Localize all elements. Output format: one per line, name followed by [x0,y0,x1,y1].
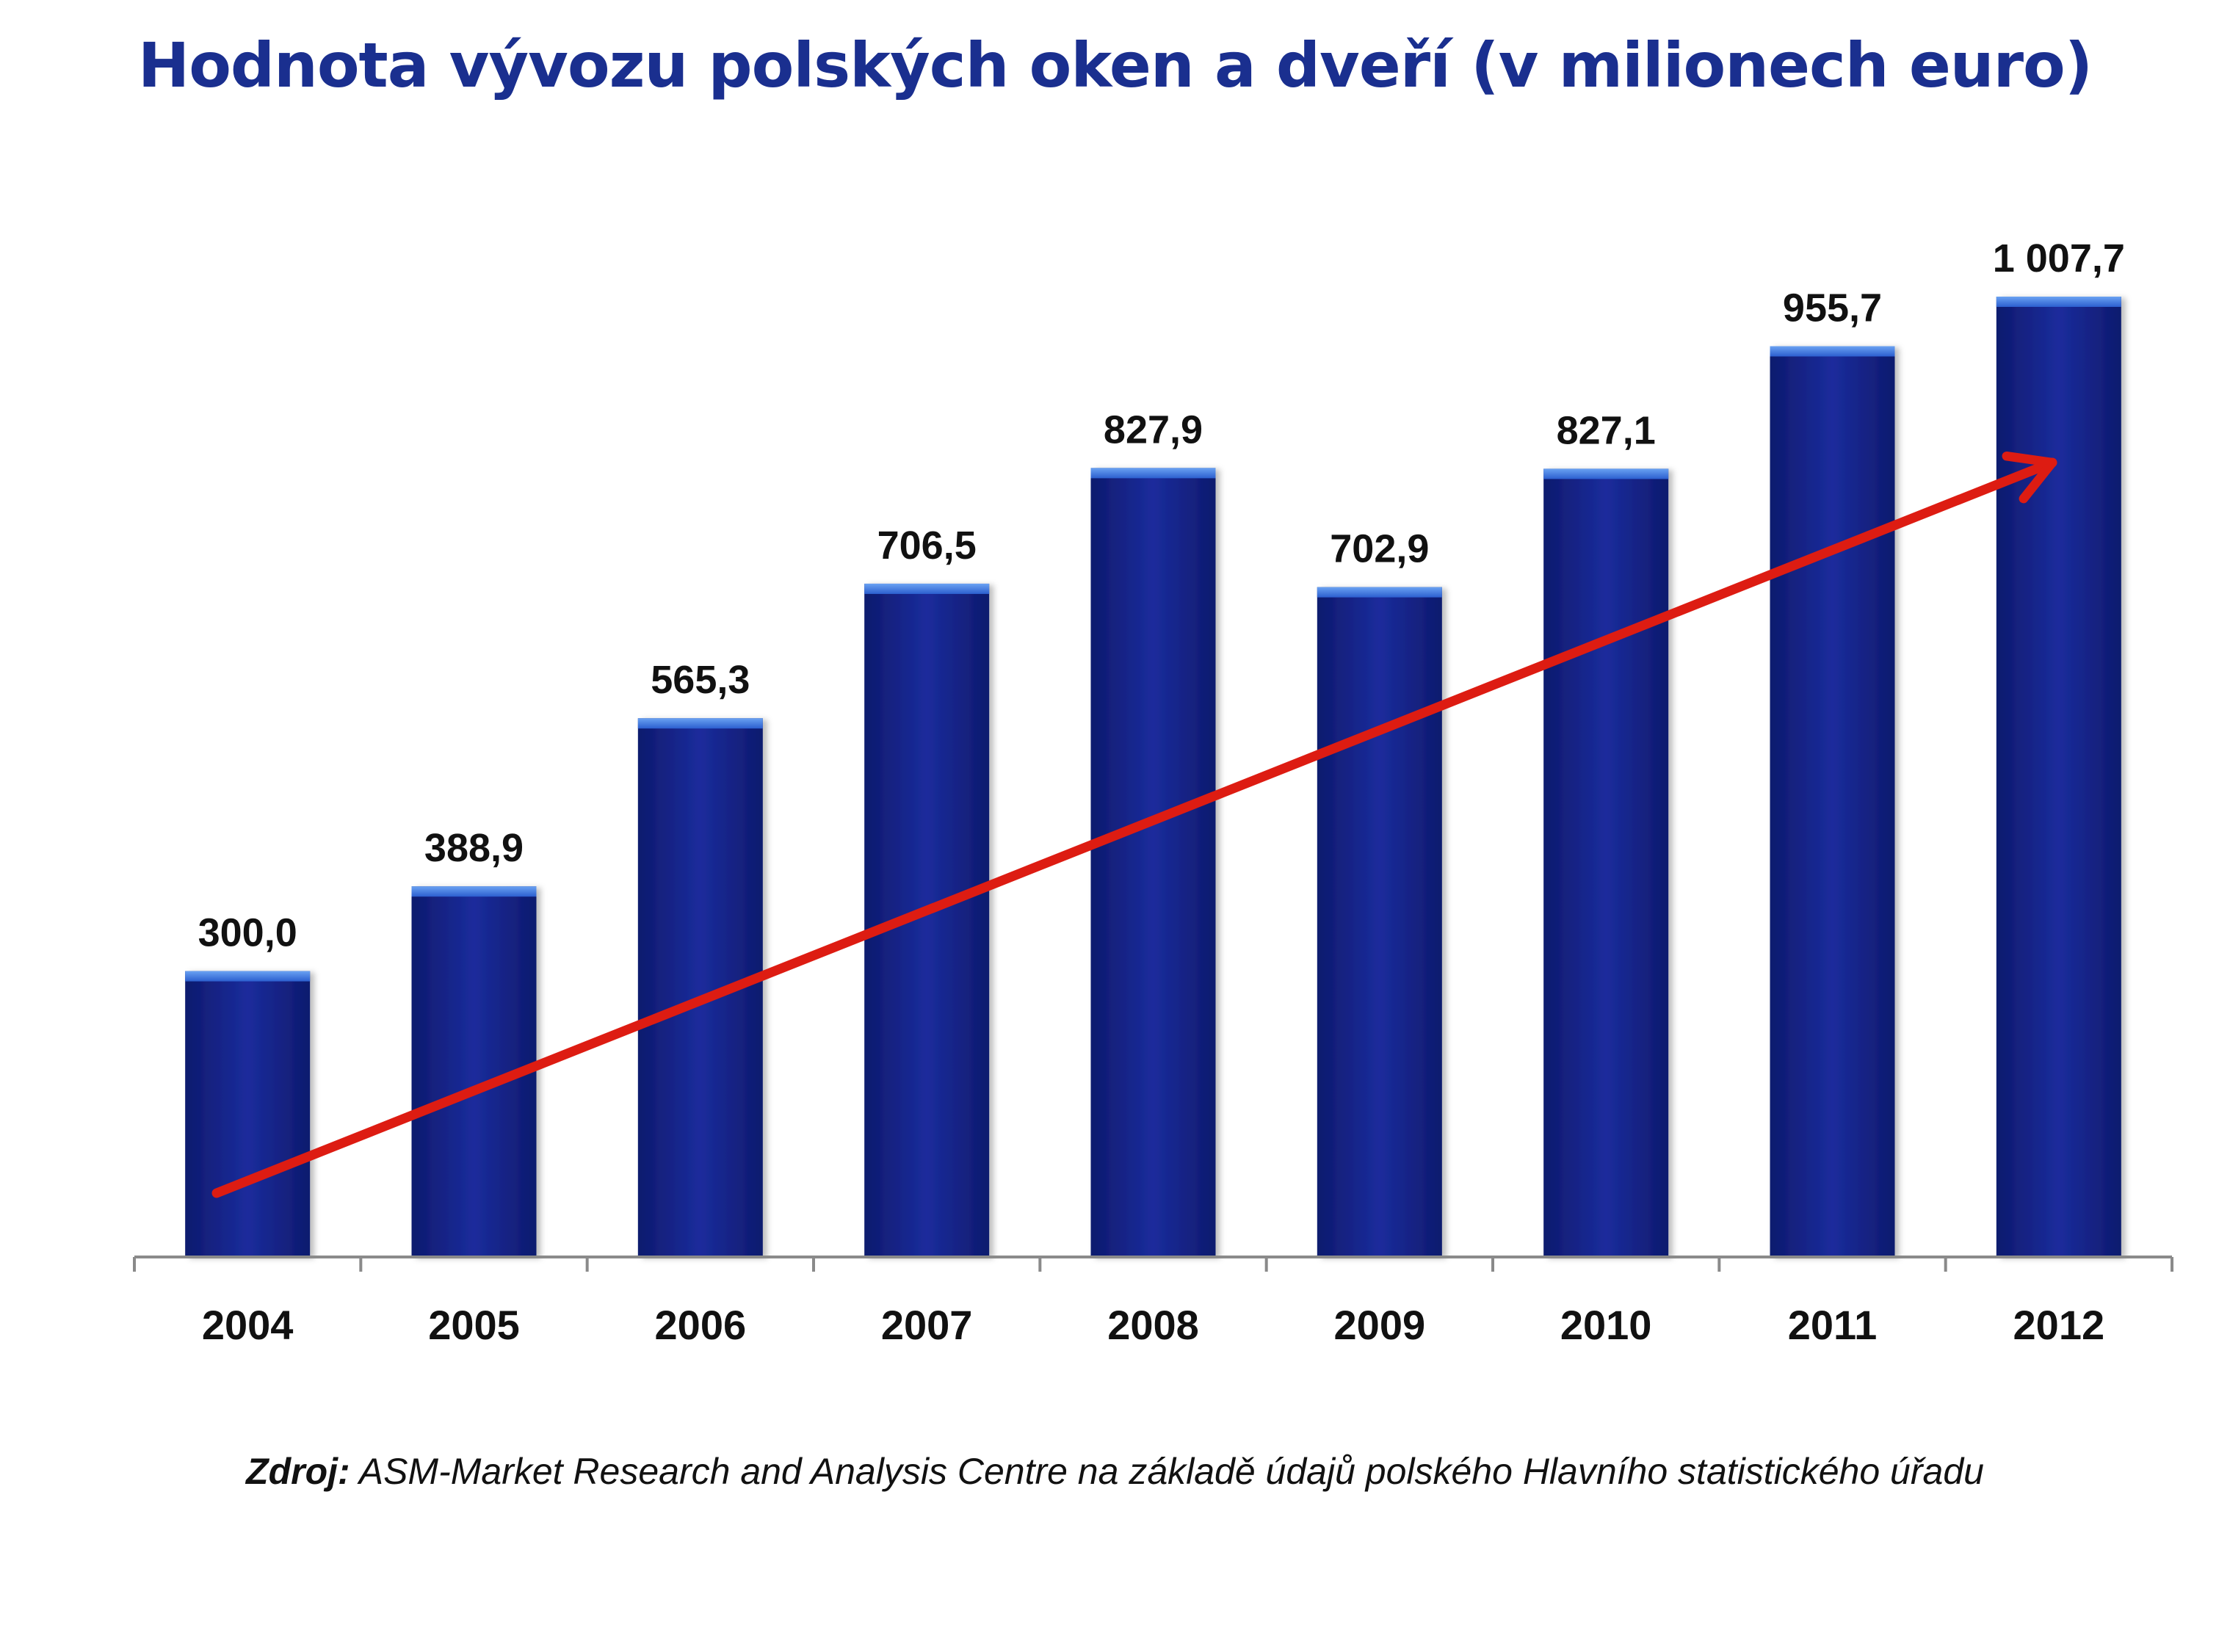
bar-cap-2007 [864,583,990,594]
source-label: Zdroj: [246,1451,350,1492]
data-label-2008: 827,9 [1104,407,1203,452]
bar-2007 [864,583,990,1257]
bars-layer [185,297,2121,1258]
bar-cap-2009 [1317,587,1442,598]
data-label-2005: 388,9 [424,826,524,870]
data-label-2004: 300,0 [198,911,297,955]
chart-title: Hodnota vývozu polských oken a dveří (v … [137,29,2093,101]
bar-cap-2010 [1543,468,1669,479]
x-tick-labels: 2004 2005 2006 2007 2008 2009 2010 2011 2012 [202,1302,2104,1348]
tick-label-2012: 2012 [2013,1302,2105,1348]
data-label-2006: 565,3 [651,658,750,702]
data-label-2012: 1 007,7 [1993,236,2125,280]
bar-2010 [1543,468,1669,1258]
tick-label-2009: 2009 [1334,1302,1426,1348]
bar-2009 [1317,587,1442,1257]
bar-2012 [1996,297,2121,1257]
bar-cap-2005 [411,886,537,897]
source-text: ASM-Market Research and Analysis Centre … [358,1451,1984,1492]
tick-label-2005: 2005 [428,1302,520,1348]
bar-cap-2012 [1996,297,2121,307]
tick-label-2007: 2007 [881,1302,973,1348]
tick-label-2004: 2004 [202,1302,294,1348]
data-label-2009: 702,9 [1330,527,1429,571]
trend-arrow [211,451,2057,1198]
tick-label-2010: 2010 [1560,1302,1652,1348]
bar-cap-2004 [185,971,311,982]
bar-cap-2011 [1770,346,1895,357]
bar-cap-2006 [637,718,763,729]
bar-2008 [1090,468,1216,1257]
tick-label-2011: 2011 [1788,1302,1878,1348]
tick-label-2008: 2008 [1107,1302,1199,1348]
trend-arrow-layer [211,451,2057,1198]
data-label-2010: 827,1 [1557,408,1656,452]
tick-label-2006: 2006 [655,1302,747,1348]
data-label-2007: 706,5 [877,524,977,568]
bar-2004 [185,971,311,1257]
source-note: Zdroj: ASM-Market Research and Analysis … [0,1450,2230,1493]
x-axis [133,1256,2173,1272]
bar-cap-2008 [1090,468,1216,479]
bar-2011 [1770,346,1895,1257]
data-label-2011: 955,7 [1783,286,1882,330]
data-labels: 300,0 388,9 565,3 706,5 827,9 702,9 827,1 955,7… [198,236,2125,955]
